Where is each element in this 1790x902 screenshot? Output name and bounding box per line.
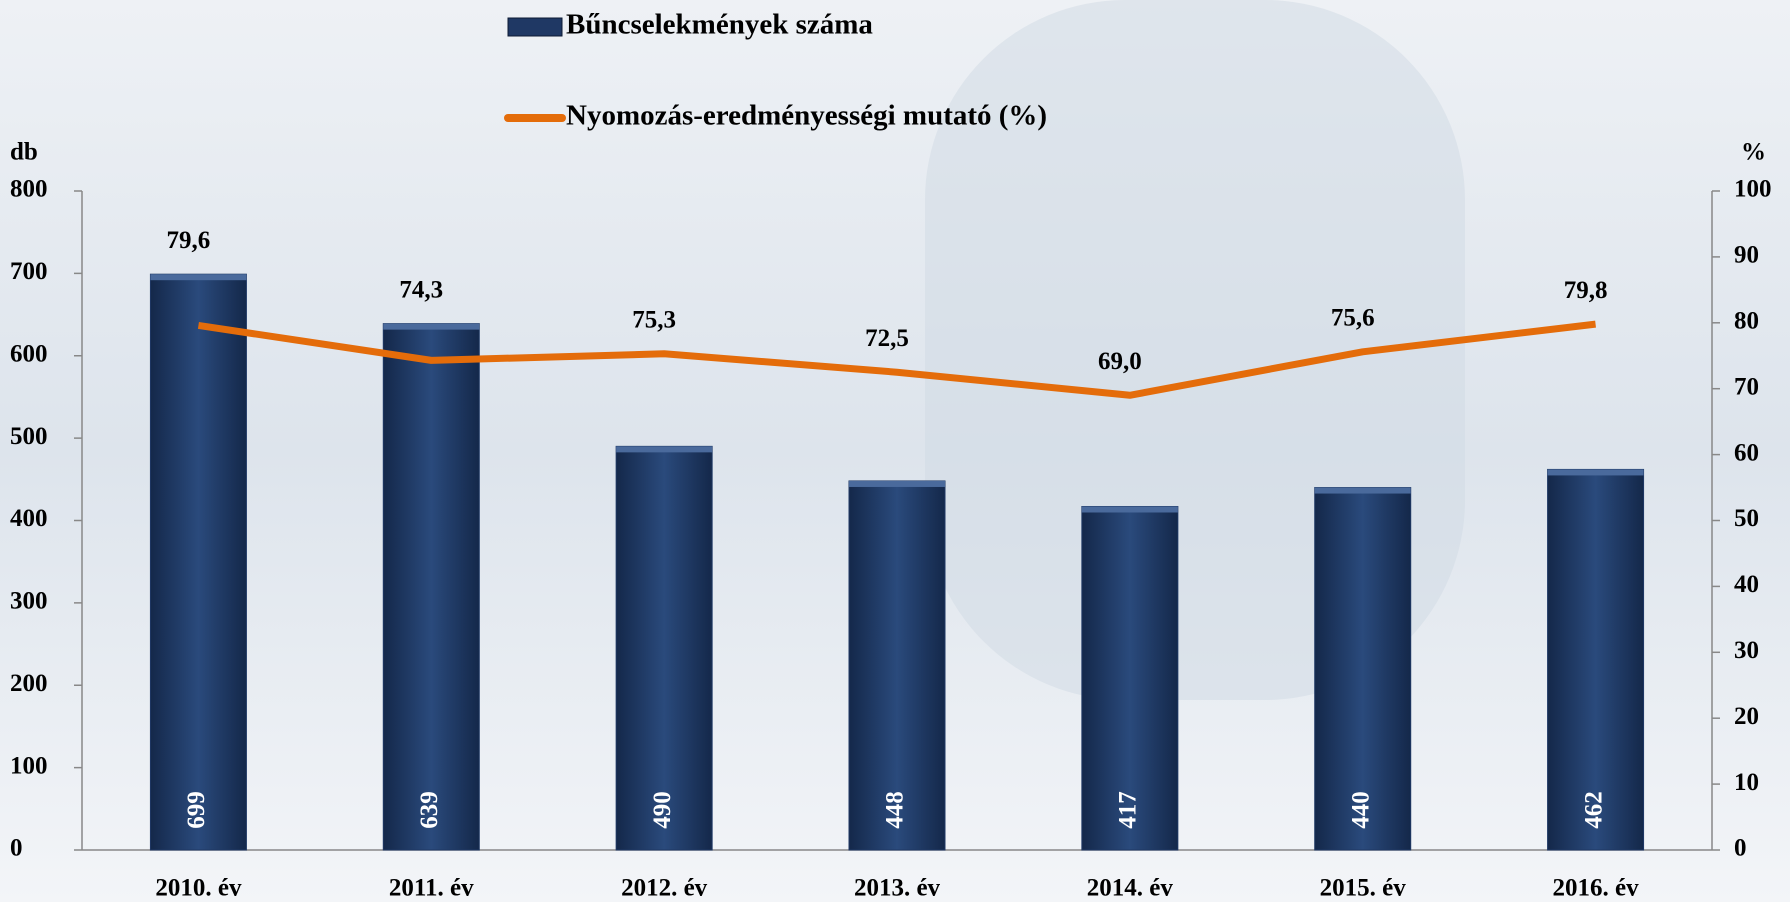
y2-tick-label: 40 xyxy=(1734,571,1759,598)
bar xyxy=(382,323,480,851)
bar-value-label: 639 xyxy=(416,791,443,829)
y-tick-label: 100 xyxy=(10,752,48,779)
bar xyxy=(149,273,247,851)
bar-top xyxy=(1314,487,1411,494)
line xyxy=(197,320,1596,399)
line-value-label: 79,6 xyxy=(167,227,211,254)
x-tick-label: 2012. év xyxy=(621,875,708,902)
y-tick-label: 0 xyxy=(10,835,23,862)
y2-tick-label: 50 xyxy=(1734,505,1759,532)
y-tick-label: 300 xyxy=(10,588,48,615)
y2-tick-label: 0 xyxy=(1734,835,1747,862)
x-tick-label: 2010. év xyxy=(155,875,242,902)
bar-value-label: 440 xyxy=(1347,791,1374,829)
y-tick-label: 400 xyxy=(10,505,48,532)
bar-top xyxy=(150,274,247,281)
bar xyxy=(615,445,713,851)
bar xyxy=(848,480,946,851)
bar-value-label: 699 xyxy=(183,791,210,829)
bar-value-label: 490 xyxy=(649,791,676,829)
bar xyxy=(1314,487,1412,851)
legend-label: Nyomozás-eredményességi mutató (%) xyxy=(566,100,1047,132)
y-axis-label: db xyxy=(10,139,38,166)
y2-tick-label: 90 xyxy=(1734,242,1759,269)
line-value-label: 75,3 xyxy=(632,307,676,334)
bar-top xyxy=(849,480,945,487)
bar-top xyxy=(1547,469,1644,476)
x-tick-label: 2015. év xyxy=(1320,875,1407,902)
bar-value-label: 417 xyxy=(1115,791,1142,829)
legend-label: Bűncselekmények száma xyxy=(566,9,873,41)
line-value-label: 72,5 xyxy=(865,325,909,352)
y-tick-label: 500 xyxy=(10,423,48,450)
y-tick-label: 800 xyxy=(10,176,48,203)
y2-tick-label: 30 xyxy=(1734,637,1759,664)
line-value-label: 69,0 xyxy=(1098,348,1142,375)
x-tick-label: 2014. év xyxy=(1087,875,1174,902)
y2-tick-label: 10 xyxy=(1734,769,1759,796)
y-tick-label: 200 xyxy=(10,670,48,697)
x-tick-label: 2011. év xyxy=(389,875,474,902)
legend-swatch xyxy=(507,17,563,37)
y2-tick-label: 100 xyxy=(1734,176,1772,203)
line-value-label: 74,3 xyxy=(399,276,443,303)
y2-tick-label: 60 xyxy=(1734,439,1759,466)
y2-tick-label: 70 xyxy=(1734,373,1759,400)
y2-tick-label: 80 xyxy=(1734,308,1759,335)
bar-top xyxy=(383,323,480,330)
bar-value-label: 462 xyxy=(1580,791,1607,829)
y2-axis-label: % xyxy=(1741,139,1766,166)
line-value-label: 79,8 xyxy=(1564,277,1608,304)
line-value-label: 75,6 xyxy=(1331,305,1375,332)
bar xyxy=(1547,468,1645,851)
x-tick-label: 2016. év xyxy=(1553,875,1640,902)
y-tick-label: 700 xyxy=(10,258,48,285)
x-tick-label: 2013. év xyxy=(854,875,941,902)
bar-value-label: 448 xyxy=(882,791,909,829)
bar-top xyxy=(616,446,713,453)
y-tick-label: 600 xyxy=(10,340,48,367)
y2-tick-label: 20 xyxy=(1734,703,1759,730)
bar xyxy=(1081,505,1179,851)
bar-top xyxy=(1081,506,1178,513)
